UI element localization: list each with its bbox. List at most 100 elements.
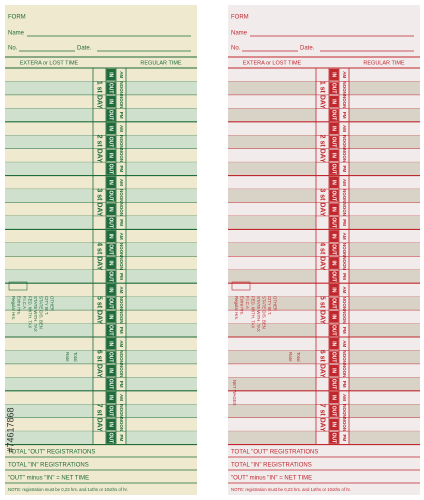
io-label: IN xyxy=(108,368,114,373)
period-label: NOON xyxy=(342,350,347,364)
io-label: IN xyxy=(331,99,337,104)
io-box xyxy=(106,257,116,269)
stripe xyxy=(228,350,316,364)
io-box xyxy=(106,176,116,189)
io-label: IN xyxy=(108,395,114,400)
io-box xyxy=(329,216,339,229)
no-label: No. xyxy=(8,46,18,52)
stripe xyxy=(126,296,197,311)
io-box xyxy=(329,203,339,216)
total-label: TOTAL "OUT" REGISTRATIONS xyxy=(8,450,95,456)
io-box xyxy=(106,122,116,135)
period-label: NOON xyxy=(342,297,347,311)
period-label: PM xyxy=(119,435,124,442)
io-box xyxy=(329,230,339,243)
period-label: NOON xyxy=(119,243,124,257)
no-label: No. xyxy=(231,46,241,52)
stripe xyxy=(228,377,316,391)
stripe xyxy=(5,135,93,149)
payroll-label: Rate xyxy=(288,352,293,362)
stripe xyxy=(5,108,93,122)
stock-id: #74617868 xyxy=(5,407,15,452)
period-label: NOON xyxy=(119,189,124,203)
payroll-label: FED. WITH. TAX xyxy=(27,296,32,328)
period-label: NOON xyxy=(119,81,124,95)
period-label: PM xyxy=(342,435,347,442)
io-box xyxy=(329,405,339,417)
payroll-box xyxy=(8,281,28,291)
stripe xyxy=(349,296,420,311)
period-label: NOON xyxy=(342,310,347,324)
io-box xyxy=(106,270,116,283)
io-label: IN xyxy=(108,153,114,158)
total-label: "OUT" minus "IN" = NET TIME xyxy=(231,476,312,482)
period-label: NOON xyxy=(342,95,347,109)
io-label: IN xyxy=(331,287,337,292)
stripe xyxy=(228,269,316,284)
io-box xyxy=(106,351,116,364)
stripe xyxy=(5,162,93,176)
io-label: IN xyxy=(331,153,337,158)
io-box xyxy=(106,82,116,95)
period-label: AM xyxy=(119,340,124,347)
stripe xyxy=(228,215,316,230)
io-label: IN xyxy=(331,341,337,346)
stripe xyxy=(126,162,197,176)
stripe xyxy=(126,350,197,364)
stripe xyxy=(126,404,197,418)
io-box xyxy=(329,176,339,189)
io-label: IN xyxy=(331,126,337,131)
payroll-label: Extra Hrs. xyxy=(239,296,244,315)
io-label: OUT xyxy=(331,352,337,363)
stripe xyxy=(126,323,197,337)
io-label: OUT xyxy=(331,137,337,148)
day-label: 4 st DAY xyxy=(319,242,326,270)
period-label: PM xyxy=(119,273,124,280)
io-box xyxy=(106,405,116,417)
payroll-label: Total xyxy=(296,352,301,362)
period-label: PM xyxy=(342,273,347,280)
stripe xyxy=(228,162,316,176)
period-label: NOON xyxy=(342,418,347,432)
io-box xyxy=(106,243,116,256)
form-label: FORM xyxy=(231,15,249,21)
io-box xyxy=(106,68,116,81)
io-box xyxy=(106,297,116,310)
stripe xyxy=(126,242,197,257)
io-label: IN xyxy=(108,261,114,266)
period-label: AM xyxy=(119,233,124,240)
io-label: OUT xyxy=(331,379,337,390)
payroll-label: CITY W.T. xyxy=(267,296,272,315)
io-label: IN xyxy=(331,261,337,266)
payroll-box xyxy=(231,281,251,291)
payroll-label: STATE WITH. TAX xyxy=(33,296,38,332)
io-label: OUT xyxy=(331,433,337,444)
payroll-label: Regular Hrs. xyxy=(234,296,239,320)
period-label: NOON xyxy=(119,297,124,311)
io-box xyxy=(106,337,116,350)
io-box xyxy=(106,203,116,216)
io-box xyxy=(329,324,339,337)
stripe xyxy=(349,323,420,337)
io-box xyxy=(106,95,116,108)
note: NOTE: registration must be 0,23 hrs. and… xyxy=(8,487,128,492)
io-label: OUT xyxy=(331,244,337,255)
io-label: OUT xyxy=(331,271,337,282)
stripe xyxy=(126,81,197,95)
io-label: OUT xyxy=(331,406,337,417)
period-label: NOON xyxy=(342,202,347,216)
io-label: IN xyxy=(331,180,337,185)
day-label: 3 st DAY xyxy=(319,188,326,216)
io-label: IN xyxy=(331,395,337,400)
io-label: OUT xyxy=(108,325,114,336)
stripe xyxy=(228,404,316,418)
period-label: PM xyxy=(342,327,347,334)
stripe xyxy=(5,377,93,391)
period-label: AM xyxy=(119,286,124,293)
period-label: PM xyxy=(342,381,347,388)
stripe xyxy=(228,135,316,149)
stripe xyxy=(349,108,420,122)
io-label: IN xyxy=(108,341,114,346)
io-box xyxy=(329,95,339,108)
